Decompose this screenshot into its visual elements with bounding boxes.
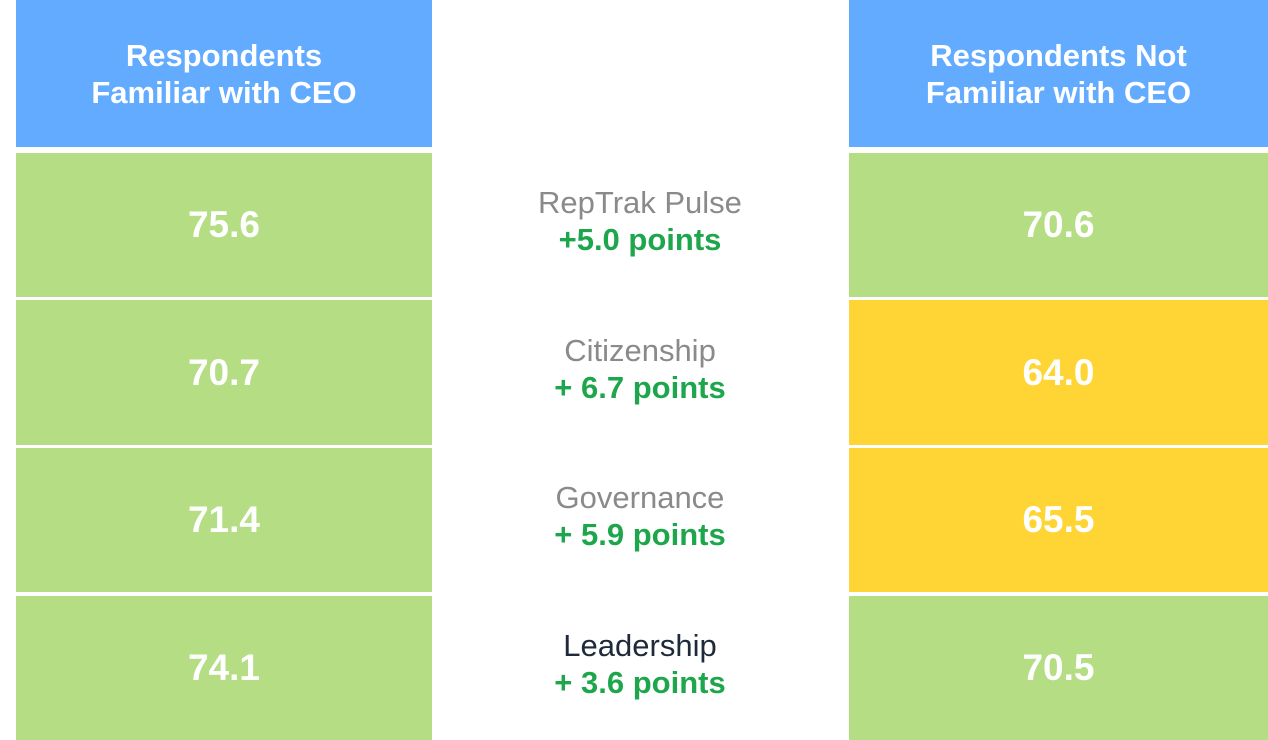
header-line: Respondents Not [930, 37, 1187, 73]
header-line: Familiar with CEO [91, 74, 357, 110]
metric-name: Governance [555, 480, 725, 515]
metric-name: Leadership [563, 628, 717, 663]
metric: RepTrak Pulse +5.0 points [440, 153, 840, 297]
value-cell: 75.6 [16, 153, 432, 297]
metric-change: + 5.9 points [554, 517, 726, 552]
value-cell: 71.4 [16, 448, 432, 592]
value-cell: 65.5 [849, 448, 1268, 592]
metric-change: + 6.7 points [554, 369, 726, 405]
metric-change: + 3.6 points [554, 665, 726, 700]
metric: Citizenship + 6.7 points [440, 300, 840, 445]
value-cell: 70.5 [849, 596, 1268, 740]
metric-change: +5.0 points [558, 222, 722, 257]
header-line: Familiar with CEO [925, 74, 1192, 110]
header-cell: Respondents Not Familiar with CEO [849, 0, 1268, 147]
metric: Leadership + 3.6 points [440, 596, 840, 740]
value-cell: 74.1 [16, 596, 432, 740]
value-cell: 70.7 [16, 300, 432, 445]
header-cell: Respondents Familiar with CEO [16, 0, 432, 147]
value-cell: 64.0 [849, 300, 1268, 445]
metric: Governance + 5.9 points [440, 448, 840, 592]
metric-name: Citizenship [564, 332, 716, 368]
header-line: Respondents [125, 37, 323, 73]
value-cell: 70.6 [849, 153, 1268, 297]
metric-name: RepTrak Pulse [538, 185, 742, 220]
